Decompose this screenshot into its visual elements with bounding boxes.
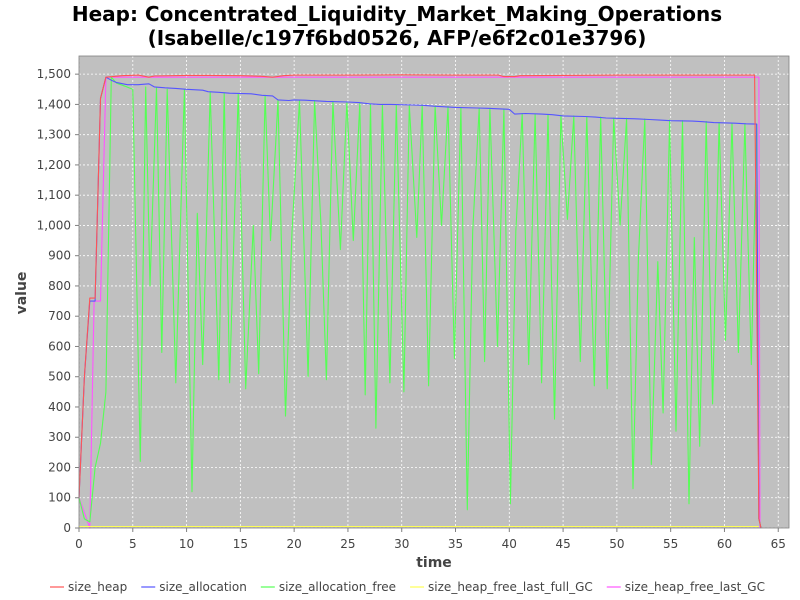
y-tick-label: 1,000 [37,218,71,232]
legend-label-size-heap-free-last-GC: size_heap_free_last_GC [625,580,765,594]
x-tick-label: 60 [717,537,732,551]
y-tick-label: 700 [48,309,71,323]
tick-labels: 0 5 10 15 20 25 30 35 40 45 50 55 60 65 0 100 200 300 400 5… [37,67,786,551]
legend-label-size-heap: size_heap [68,580,127,594]
axes [75,55,790,532]
x-tick-label: 20 [287,537,302,551]
x-tick-label: 0 [75,537,83,551]
chart-title: Heap: Concentrated_Liquidity_Market_Maki… [72,2,722,26]
y-axis-label: value [14,272,30,315]
y-tick-label: 400 [48,400,71,414]
x-tick-label: 55 [663,537,678,551]
legend: size_heap size_allocation size_allocation_… [50,580,765,594]
x-tick-label: 15 [233,537,248,551]
x-tick-label: 40 [502,537,517,551]
y-tick-label: 500 [48,370,71,384]
y-tick-label: 0 [63,521,71,535]
x-tick-label: 30 [394,537,409,551]
x-tick-label: 65 [771,537,786,551]
series-line-size-heap [78,74,762,529]
y-tick-label: 300 [48,430,71,444]
y-tick-label: 1,400 [37,97,71,111]
chart-subtitle: (Isabelle/c197f6bd0526, AFP/e6f2c01e3796… [148,26,647,50]
plot-border [78,55,790,529]
legend-label-size-allocation-free: size_allocation_free [279,580,396,594]
y-tick-label: 1,500 [37,67,71,81]
legend-label-size-heap-free-last-full-GC: size_heap_free_last_full_GC [428,580,593,594]
y-tick-label: 1,300 [37,128,71,142]
x-tick-label: 25 [340,537,355,551]
x-axis-label: time [416,555,452,571]
x-tick-label: 5 [129,537,137,551]
x-tick-label: 35 [448,537,463,551]
y-tick-label: 900 [48,249,71,263]
series-line-size-allocation-free [78,76,762,529]
x-tick-label: 50 [609,537,624,551]
y-tick-label: 100 [48,491,71,505]
y-tick-label: 800 [48,279,71,293]
y-tick-label: 1,200 [37,158,71,172]
y-tick-label: 200 [48,460,71,474]
y-tick-label: 600 [48,339,71,353]
x-tick-label: 10 [179,537,194,551]
y-tick-label: 1,100 [37,188,71,202]
x-tick-label: 45 [555,537,570,551]
legend-label-size-allocation: size_allocation [159,580,247,594]
series-line-size-allocation [78,76,762,529]
